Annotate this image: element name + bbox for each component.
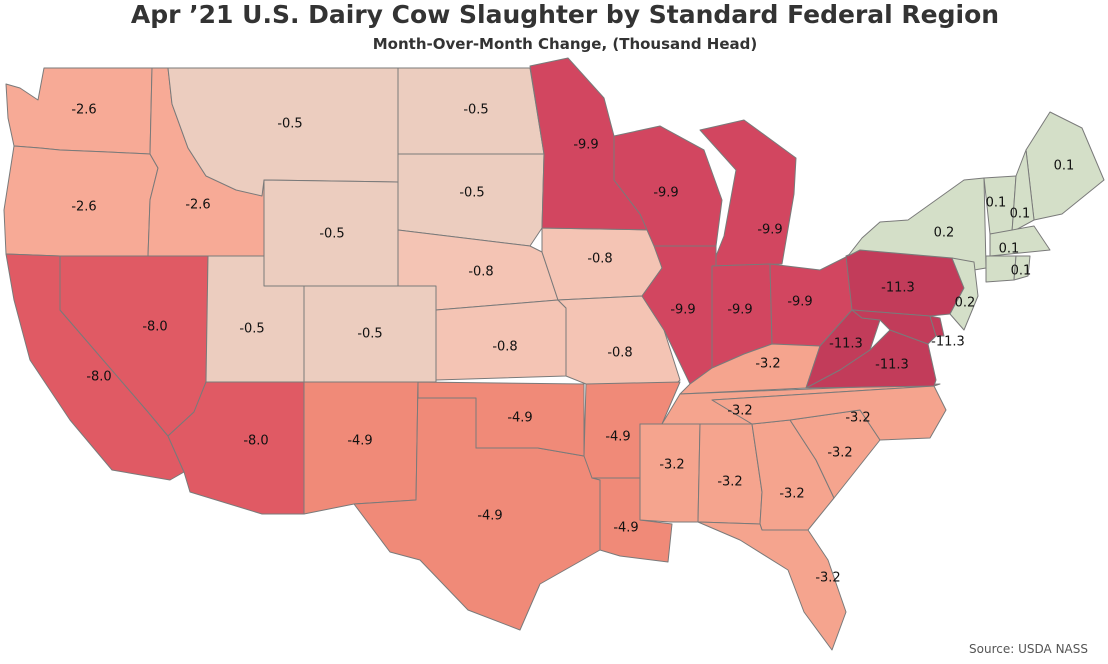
state-fl[interactable] bbox=[697, 521, 847, 651]
value-label-ut: -0.5 bbox=[239, 322, 264, 337]
value-label-me: 0.1 bbox=[1054, 159, 1075, 174]
value-label-ar: -4.9 bbox=[605, 430, 630, 445]
value-label-id: -2.6 bbox=[185, 198, 210, 213]
value-label-ca: -8.0 bbox=[86, 370, 111, 385]
labels-layer: -2.6 -2.6 -2.6 -8.0 -8.0 -8.0 -0.5 -0.5 -0.5 -0.5… bbox=[71, 103, 1074, 586]
value-label-nc: -3.2 bbox=[845, 411, 870, 426]
state-de[interactable] bbox=[929, 315, 945, 337]
value-label-co: -0.5 bbox=[357, 327, 382, 342]
state-nc[interactable] bbox=[711, 385, 947, 441]
value-label-az: -8.0 bbox=[243, 434, 268, 449]
state-sd[interactable] bbox=[397, 153, 545, 247]
value-label-in: -9.9 bbox=[727, 303, 752, 318]
value-label-il: -9.9 bbox=[670, 303, 695, 318]
value-label-va: -11.3 bbox=[875, 358, 909, 373]
state-nj[interactable] bbox=[949, 257, 979, 331]
value-label-ok: -4.9 bbox=[507, 411, 532, 426]
state-mi[interactable] bbox=[699, 119, 797, 267]
value-label-mi: -9.9 bbox=[757, 223, 782, 238]
state-ri[interactable] bbox=[1013, 255, 1031, 281]
state-ms[interactable] bbox=[639, 423, 701, 523]
value-label-nj: 0.2 bbox=[955, 296, 976, 311]
value-label-al: -3.2 bbox=[717, 475, 742, 490]
value-label-ks: -0.8 bbox=[492, 340, 517, 355]
value-label-mn: -9.9 bbox=[573, 138, 598, 153]
value-label-mo: -0.8 bbox=[607, 346, 632, 361]
value-label-nh: 0.1 bbox=[1010, 207, 1031, 222]
states-layer bbox=[3, 57, 1105, 651]
value-label-ny: 0.2 bbox=[934, 226, 955, 241]
value-label-tn: -3.2 bbox=[727, 404, 752, 419]
state-nh[interactable] bbox=[1011, 149, 1035, 233]
value-label-nd: -0.5 bbox=[463, 103, 488, 118]
value-label-wi: -9.9 bbox=[653, 186, 678, 201]
value-label-la: -4.9 bbox=[613, 521, 638, 536]
value-label-ga: -3.2 bbox=[779, 487, 804, 502]
value-label-ct: 0.1 bbox=[1011, 264, 1032, 279]
value-label-wv: -11.3 bbox=[829, 337, 863, 352]
value-label-md: -11.3 bbox=[931, 335, 965, 350]
state-ma[interactable] bbox=[989, 225, 1051, 257]
value-label-or: -2.6 bbox=[71, 200, 96, 215]
value-label-nv: -8.0 bbox=[142, 320, 167, 335]
value-label-wy: -0.5 bbox=[319, 227, 344, 242]
value-label-pa: -11.3 bbox=[881, 281, 915, 296]
source-note: Source: USDA NASS bbox=[969, 642, 1088, 656]
value-label-sc: -3.2 bbox=[827, 446, 852, 461]
value-label-vt: 0.1 bbox=[986, 196, 1007, 211]
value-label-ia: -0.8 bbox=[587, 252, 612, 267]
value-label-ky: -3.2 bbox=[755, 357, 780, 372]
chart-subtitle: Month-Over-Month Change, (Thousand Head) bbox=[372, 35, 758, 53]
chart-title: Apr ’21 U.S. Dairy Cow Slaughter by Stan… bbox=[130, 0, 1000, 29]
value-label-ms: -3.2 bbox=[659, 458, 684, 473]
value-label-ne: -0.8 bbox=[468, 265, 493, 280]
value-label-tx: -4.9 bbox=[477, 509, 502, 524]
value-label-fl: -3.2 bbox=[815, 571, 840, 586]
value-label-wa: -2.6 bbox=[71, 103, 96, 118]
value-label-sd: -0.5 bbox=[459, 186, 484, 201]
value-label-ma: 0.1 bbox=[999, 242, 1020, 257]
state-ok[interactable] bbox=[417, 381, 585, 457]
value-label-nm: -4.9 bbox=[347, 434, 372, 449]
value-label-oh: -9.9 bbox=[787, 295, 812, 310]
value-label-mt: -0.5 bbox=[277, 117, 302, 132]
